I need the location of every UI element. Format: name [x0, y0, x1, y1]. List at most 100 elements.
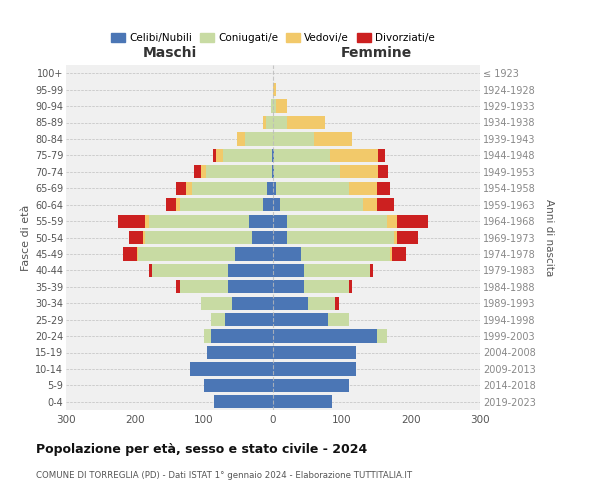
Bar	[149, 214, 249, 228]
Bar	[329, 149, 378, 162]
Bar	[191, 182, 268, 195]
Bar	[392, 248, 406, 260]
Bar	[176, 198, 180, 211]
Bar	[143, 231, 145, 244]
Bar	[273, 231, 287, 244]
Bar	[397, 231, 418, 244]
Bar	[273, 132, 314, 145]
Bar	[273, 330, 377, 342]
Y-axis label: Fasce di età: Fasce di età	[20, 204, 31, 270]
Bar	[377, 198, 394, 211]
Bar	[328, 313, 349, 326]
Bar	[206, 165, 272, 178]
Bar	[245, 132, 273, 145]
Bar	[166, 198, 176, 211]
Bar	[123, 248, 137, 260]
Bar	[335, 296, 338, 310]
Bar	[387, 214, 397, 228]
Bar	[268, 182, 273, 195]
Bar	[118, 214, 145, 228]
Legend: Celibi/Nubili, Coniugati/e, Vedovi/e, Divorziati/e: Celibi/Nubili, Coniugati/e, Vedovi/e, Di…	[107, 29, 439, 47]
Bar	[273, 313, 328, 326]
Bar	[204, 379, 273, 392]
Bar	[273, 182, 277, 195]
Bar	[377, 330, 387, 342]
Bar	[211, 330, 273, 342]
Bar	[370, 264, 373, 277]
Bar	[394, 231, 397, 244]
Bar	[314, 132, 352, 145]
Text: Maschi: Maschi	[142, 46, 197, 60]
Bar	[378, 165, 388, 178]
Bar	[273, 264, 304, 277]
Bar	[263, 198, 273, 211]
Bar	[232, 296, 273, 310]
Bar	[304, 264, 370, 277]
Bar	[273, 379, 349, 392]
Bar	[273, 395, 332, 408]
Bar	[377, 182, 391, 195]
Bar	[139, 248, 235, 260]
Bar	[145, 214, 149, 228]
Bar	[273, 346, 356, 359]
Bar	[273, 214, 287, 228]
Bar	[180, 198, 263, 211]
Bar	[194, 165, 200, 178]
Bar	[273, 149, 274, 162]
Bar	[145, 231, 253, 244]
Text: Popolazione per età, sesso e stato civile - 2024: Popolazione per età, sesso e stato civil…	[36, 442, 367, 456]
Bar	[273, 280, 304, 293]
Bar	[287, 116, 325, 129]
Bar	[277, 100, 287, 112]
Bar	[263, 116, 266, 129]
Bar	[280, 198, 362, 211]
Bar	[130, 231, 143, 244]
Bar	[391, 248, 392, 260]
Bar	[304, 280, 349, 293]
Bar	[200, 165, 206, 178]
Y-axis label: Anni di nascita: Anni di nascita	[544, 199, 554, 276]
Bar	[237, 132, 245, 145]
Bar	[273, 248, 301, 260]
Bar	[211, 313, 224, 326]
Bar	[340, 165, 378, 178]
Bar	[277, 182, 349, 195]
Bar	[273, 100, 277, 112]
Bar	[253, 231, 273, 244]
Bar	[378, 149, 385, 162]
Bar	[223, 149, 272, 162]
Bar	[349, 182, 377, 195]
Bar	[180, 280, 228, 293]
Bar	[176, 182, 186, 195]
Bar	[349, 280, 352, 293]
Bar	[152, 264, 228, 277]
Bar	[235, 248, 273, 260]
Bar	[204, 330, 211, 342]
Bar	[208, 346, 273, 359]
Bar	[274, 165, 340, 178]
Bar	[266, 116, 273, 129]
Bar	[272, 165, 273, 178]
Bar	[224, 313, 273, 326]
Bar	[397, 214, 428, 228]
Text: Femmine: Femmine	[341, 46, 412, 60]
Bar	[273, 362, 356, 376]
Bar	[217, 149, 223, 162]
Bar	[200, 296, 232, 310]
Bar	[272, 149, 273, 162]
Bar	[228, 280, 273, 293]
Bar	[176, 280, 180, 293]
Bar	[149, 264, 152, 277]
Bar	[308, 296, 335, 310]
Bar	[273, 198, 280, 211]
Bar	[301, 248, 391, 260]
Text: COMUNE DI TORREGLIA (PD) - Dati ISTAT 1° gennaio 2024 - Elaborazione TUTTITALIA.: COMUNE DI TORREGLIA (PD) - Dati ISTAT 1°…	[36, 471, 412, 480]
Bar	[137, 248, 139, 260]
Bar	[273, 116, 287, 129]
Bar	[271, 100, 273, 112]
Bar	[228, 264, 273, 277]
Bar	[214, 395, 273, 408]
Bar	[362, 198, 377, 211]
Bar	[274, 149, 329, 162]
Bar	[213, 149, 217, 162]
